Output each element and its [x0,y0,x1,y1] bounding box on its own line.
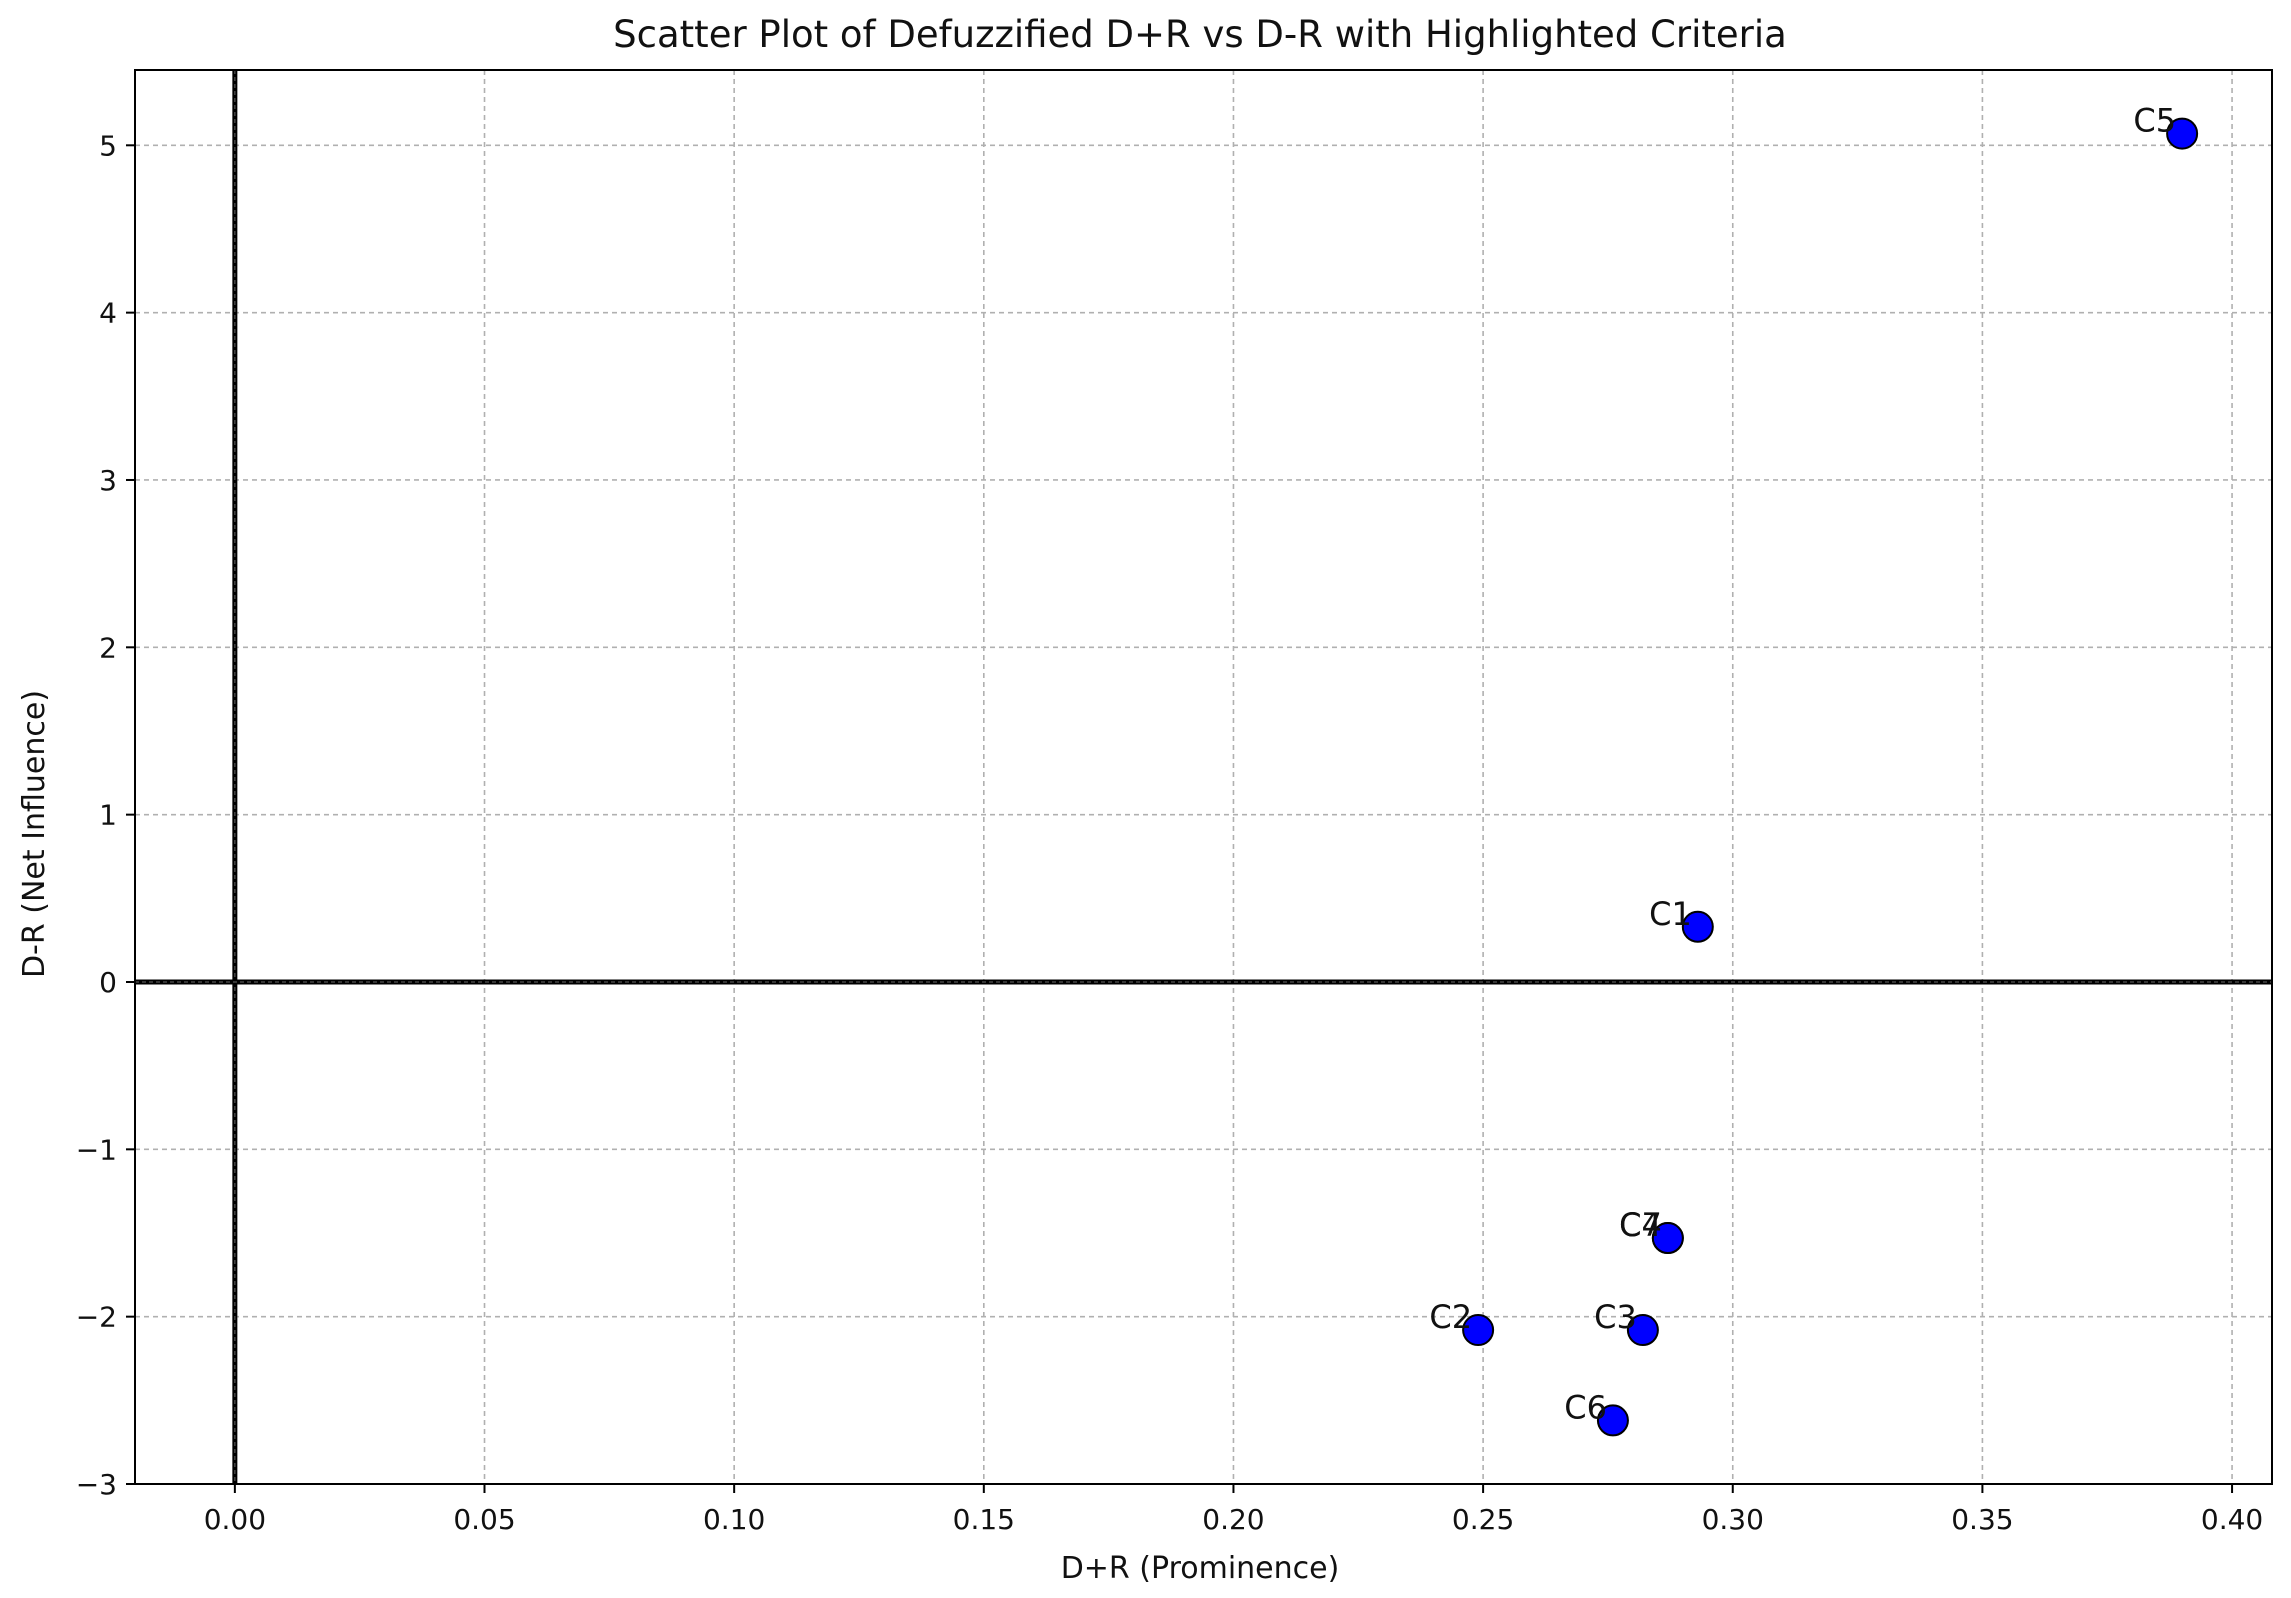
point-label-c5: C5 [2133,102,2176,140]
point-c6 [1596,1404,1629,1437]
axis-ticks: 0.00 0.05 0.10 0.15 0.20 0.25 0.30 0.35 0.40 −3 −2… [76,129,2264,1536]
y-tick-label: −1 [76,1133,117,1166]
y-tick-label: 3 [99,464,117,497]
point-c2 [1462,1314,1495,1347]
point-c3 [1626,1314,1659,1347]
point-c1 [1681,910,1714,943]
point-label-c1: C1 [1649,895,1692,933]
x-tick-label: 0.40 [2201,1503,2263,1536]
point-label-c6: C6 [1564,1388,1607,1426]
y-tick-label: −2 [76,1301,117,1334]
x-tick-label: 0.00 [204,1503,266,1536]
y-tick-label: 0 [99,966,117,999]
data-points: C1 C2 C3 C4 C5 C6 C7 [1429,102,2199,1437]
x-tick-label: 0.30 [1702,1503,1764,1536]
chart-title: Scatter Plot of Defuzzified D+R vs D-R w… [613,13,1787,56]
x-tick-label: 0.35 [1951,1503,2013,1536]
point-label-c7: C7 [1619,1206,1662,1244]
x-tick-label: 0.20 [1202,1503,1264,1536]
reference-lines [135,70,2272,1484]
grid-lines [135,70,2272,1485]
x-tick-label: 0.05 [453,1503,515,1536]
point-label-c3: C3 [1594,1298,1637,1336]
y-tick-label: 4 [99,297,117,330]
point-label-c4: C4 [1619,1206,1662,1244]
y-tick-label: 1 [99,799,117,832]
x-axis-label: D+R (Prominence) [1061,1551,1340,1586]
plot-area-frame [134,69,2273,1485]
y-tick-label: 5 [99,129,117,162]
point-c7 [1651,1222,1684,1255]
y-tick-label: −3 [76,1468,117,1501]
point-c5 [2166,117,2199,150]
x-tick-label: 0.10 [703,1503,765,1536]
y-axis-label: D-R (Net Influence) [17,690,52,978]
x-tick-label: 0.25 [1452,1503,1514,1536]
y-tick-label: 2 [99,631,117,664]
x-tick-label: 0.15 [953,1503,1015,1536]
point-label-c2: C2 [1429,1298,1472,1336]
